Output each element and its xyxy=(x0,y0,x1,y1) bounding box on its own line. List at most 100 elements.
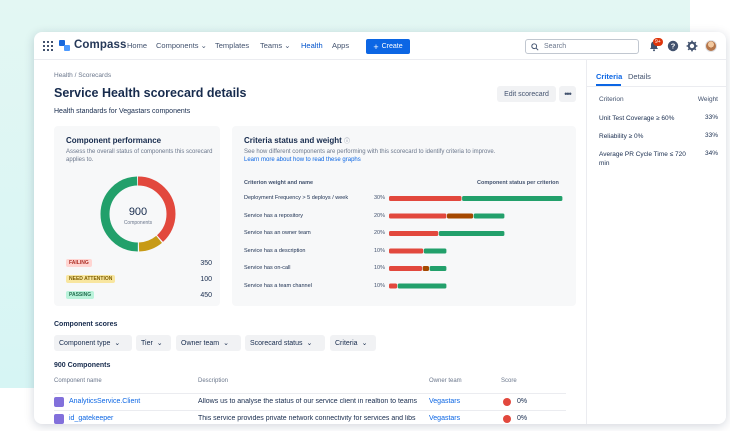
nav-components[interactable]: Components ⌄ xyxy=(156,41,207,50)
donut-segment-passing xyxy=(100,176,176,252)
criterion-header: Criterion xyxy=(599,96,624,103)
criterion-label: Deployment Frequency > 5 deploys / week xyxy=(244,195,349,201)
breadcrumb[interactable]: Health / Scorecards xyxy=(54,72,112,79)
status-pill-need-attention: NEED ATTENTION xyxy=(66,275,116,283)
component-name-link[interactable]: id_gatekeeper xyxy=(69,415,114,422)
nav-teams-label: Teams xyxy=(260,41,283,50)
active-tab-indicator xyxy=(596,84,621,86)
criterion-weight: 33% xyxy=(704,132,718,139)
criterion-label: Service has an owner team xyxy=(244,230,311,236)
status-column-header: Component status per criterion xyxy=(477,180,559,186)
table-row[interactable]: id_gatekeeper This service provides priv… xyxy=(54,410,566,424)
user-avatar[interactable] xyxy=(705,40,717,52)
criterion-bar-segment[interactable] xyxy=(397,283,447,289)
criterion-bar-segment[interactable] xyxy=(389,248,424,254)
status-row-passing: PASSING 450 xyxy=(66,291,212,301)
status-pill-passing: PASSING xyxy=(66,291,95,299)
nav-templates[interactable]: Templates xyxy=(215,41,250,50)
filter-label: Component type xyxy=(59,339,111,347)
owner-team-link[interactable]: Vegastars xyxy=(429,398,461,405)
tab-details[interactable]: Details xyxy=(628,72,651,81)
criterion-label: Service has a repository xyxy=(244,212,303,219)
component-score: 0% xyxy=(517,398,528,405)
page-subtitle: Health standards for Vegastars component… xyxy=(54,108,191,115)
criterion-bar-segment[interactable] xyxy=(462,196,563,201)
filter-criteria[interactable]: Criteria ⌄ xyxy=(330,335,376,351)
compass-logo-icon xyxy=(59,39,70,51)
more-actions-button[interactable]: ••• xyxy=(559,86,576,102)
criterion-bar-segment[interactable] xyxy=(389,231,439,236)
component-score: 0% xyxy=(517,415,528,422)
criterion-bar-segment[interactable] xyxy=(429,266,447,271)
search-input[interactable]: Search xyxy=(525,39,639,54)
status-count-need-attention: 100 xyxy=(200,276,212,283)
criterion-bar-segment[interactable] xyxy=(447,213,474,219)
learn-more-link[interactable]: Learn more about how to read these graph… xyxy=(244,157,361,163)
plus-icon: + xyxy=(373,41,379,52)
criterion-bar-segment[interactable] xyxy=(422,266,429,271)
score-failing-icon xyxy=(503,415,511,423)
criterion-bar-segment[interactable] xyxy=(438,231,505,236)
criterion-name: Average PR Cycle Time ≤ 720 min xyxy=(599,151,686,167)
filter-label: Criteria xyxy=(335,339,358,347)
component-description: Allows us to analyse the status of our s… xyxy=(198,398,418,405)
component-performance-card: Component performance Assess the overall… xyxy=(54,126,220,306)
filter-scorecard-status[interactable]: Scorecard status ⌄ xyxy=(245,335,325,351)
app-switcher-icon[interactable] xyxy=(43,41,53,51)
criterion-bar-segment[interactable] xyxy=(389,213,447,219)
criterion-label: Service has a team channel xyxy=(244,282,312,289)
component-description: This service provides private network co… xyxy=(198,415,416,422)
nav-health[interactable]: Health xyxy=(301,41,323,50)
criteria-status-description: See how different components are perform… xyxy=(244,148,574,164)
search-icon xyxy=(531,43,539,51)
chevron-down-icon: ⌄ xyxy=(156,340,163,347)
criteria-status-card: Criteria status and weight ⓘ See how dif… xyxy=(232,126,576,306)
chevron-down-icon: ⌄ xyxy=(306,340,313,347)
tab-divider xyxy=(587,86,726,87)
component-count: 900 Components xyxy=(54,362,111,369)
settings-gear-icon[interactable] xyxy=(686,40,698,52)
criteria-status-title-text: Criteria status and weight xyxy=(244,136,342,145)
donut-total: 900 xyxy=(129,206,147,218)
nav-teams[interactable]: Teams ⌄ xyxy=(260,41,290,50)
criterion-name: Unit Test Coverage ≥ 60% xyxy=(599,115,675,122)
svg-text:?: ? xyxy=(671,42,676,51)
criterion-bar-segment[interactable] xyxy=(389,196,462,201)
create-button[interactable]: + Create xyxy=(366,39,410,54)
criterion-label: Service has on-call xyxy=(244,265,291,271)
column-header-name[interactable]: Component name xyxy=(54,378,102,384)
criterion-weight: 10% xyxy=(374,282,386,289)
criterion-bar-segment[interactable] xyxy=(389,283,398,289)
column-header-owner: Owner team xyxy=(429,378,462,384)
page-title: Service Health scorecard details xyxy=(54,86,247,100)
filter-tier[interactable]: Tier ⌄ xyxy=(136,335,171,351)
nav-home[interactable]: Home xyxy=(127,41,148,50)
filter-label: Owner team xyxy=(181,339,220,347)
tab-criteria[interactable]: Criteria xyxy=(596,72,623,81)
nav-apps[interactable]: Apps xyxy=(332,41,350,50)
table-row[interactable]: AnalyticsService.Client Allows us to ana… xyxy=(54,393,566,409)
filter-owner-team[interactable]: Owner team ⌄ xyxy=(176,335,241,351)
help-icon[interactable]: ? xyxy=(667,40,679,52)
main-content: Health / Scorecards Service Health score… xyxy=(34,60,586,424)
criterion-bar-segment[interactable] xyxy=(389,266,423,271)
chevron-down-icon: ⌄ xyxy=(200,41,207,50)
status-count-failing: 350 xyxy=(200,260,212,267)
criterion-weight: 10% xyxy=(374,247,386,254)
performance-donut-chart: 900 Components xyxy=(100,176,176,252)
column-header-description: Description xyxy=(198,378,229,384)
edit-scorecard-button[interactable]: Edit scorecard xyxy=(497,86,556,102)
search-placeholder: Search xyxy=(544,43,567,50)
right-panel: Criteria Details Criterion Weight Unit T… xyxy=(586,60,726,424)
component-name-link[interactable]: AnalyticsService.Client xyxy=(69,398,141,405)
info-icon[interactable]: ⓘ xyxy=(344,139,351,145)
criterion-bar-segment[interactable] xyxy=(473,213,505,219)
criterion-bar-segment[interactable] xyxy=(423,248,447,254)
app-logo[interactable]: Compass xyxy=(59,39,126,51)
owner-team-link[interactable]: Vegastars xyxy=(429,415,461,422)
criterion-name: Reliability ≥ 0% xyxy=(599,133,644,140)
column-header-score[interactable]: Score xyxy=(501,378,517,384)
filter-component-type[interactable]: Component type ⌄ xyxy=(54,335,132,351)
donut-total-label: Components xyxy=(124,220,153,226)
weight-header: Weight xyxy=(697,96,718,103)
